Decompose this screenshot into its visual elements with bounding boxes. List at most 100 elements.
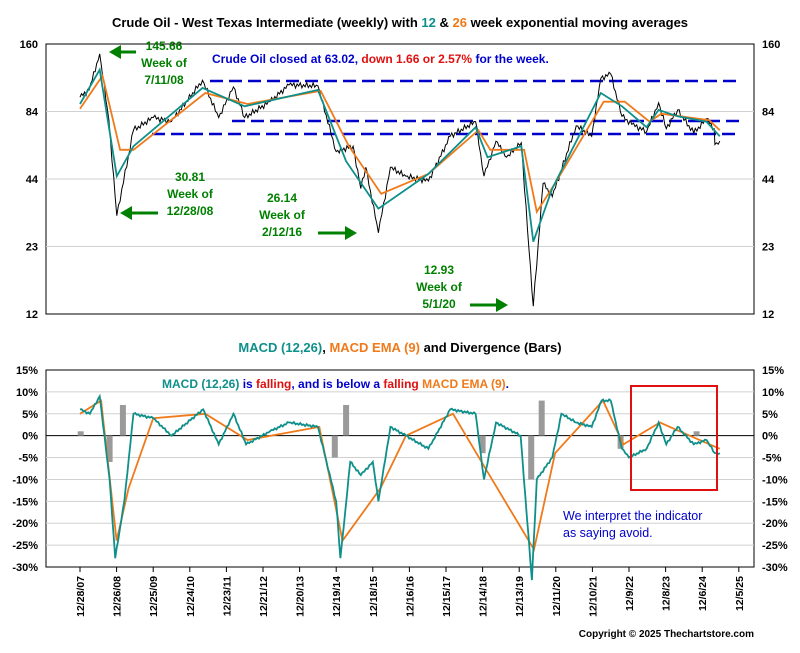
y-tick-label: 23 (762, 242, 774, 254)
annotation-line: 30.81 (175, 170, 205, 184)
x-tick-label: 12/21/12 (258, 576, 270, 617)
annotation-low-2020: 12.93 Week of 5/1/20 (416, 263, 463, 311)
x-tick-label: 12/9/22 (624, 576, 636, 611)
bottom-chart-title: MACD (12,26), MACD EMA (9) and Divergenc… (238, 340, 561, 355)
y-tick-label: -30% (12, 562, 38, 574)
divergence-bar (528, 435, 535, 480)
x-tick-label: 12/11/20 (551, 576, 563, 616)
y-tick-label: 15% (762, 365, 784, 377)
x-tick-label: 12/24/10 (185, 576, 197, 617)
series-macd-line (79, 393, 721, 581)
divergence-bar (538, 400, 545, 436)
x-tick-label: 12/6/24 (697, 576, 709, 611)
y-tick-label: -25% (12, 540, 38, 552)
bottom-series (77, 393, 721, 581)
annotation-line: 26.14 (267, 191, 297, 205)
y-tick-label: -5% (18, 453, 38, 465)
divergence-bar (77, 431, 84, 436)
x-tick-label: 12/19/14 (331, 576, 343, 617)
arrow-right-icon (318, 226, 357, 240)
x-tick-label: 12/20/13 (295, 576, 307, 617)
divergence-bar (693, 431, 700, 436)
x-axis: 12/28/07 12/26/08 12/25/09 12/24/10 12/23/11… (75, 567, 746, 617)
y-tick-label: 0% (762, 431, 778, 443)
top-y-axis-right: 160 84 44 23 12 (762, 39, 780, 321)
annotation-line: Week of (141, 56, 188, 70)
bottom-plot-frame (45, 369, 755, 568)
x-tick-label: 12/15/17 (441, 576, 453, 617)
x-tick-label: 12/8/23 (661, 576, 673, 611)
x-tick-label: 12/28/07 (75, 576, 87, 617)
top-dashed-levels (152, 79, 740, 136)
annotation-arrows (109, 45, 508, 312)
y-tick-label: 5% (22, 409, 38, 421)
bottom-gridlines (46, 391, 754, 546)
interpretation-line-1: We interpret the indicator (563, 509, 702, 523)
y-tick-label: 5% (762, 409, 778, 421)
y-tick-label: -20% (12, 518, 38, 530)
annotation-line: 5/1/20 (422, 297, 456, 311)
annotation-low-2016: 26.14 Week of 2/12/16 (259, 191, 306, 239)
x-tick-label: 12/25/09 (148, 576, 160, 617)
y-tick-label: -10% (12, 474, 38, 486)
bottom-note: MACD (12,26) is falling, and is below a … (162, 377, 509, 391)
y-tick-label: -5% (762, 453, 782, 465)
top-y-axis-left: 160 84 44 23 12 (20, 39, 39, 321)
top-chart-title: Crude Oil - West Texas Intermediate (wee… (112, 15, 688, 30)
annotation-line: 12/28/08 (167, 204, 214, 218)
arrow-left-icon (120, 206, 158, 220)
y-tick-label: 12 (762, 309, 774, 321)
y-tick-label: 84 (26, 107, 39, 119)
y-tick-label: 10% (762, 387, 784, 399)
y-tick-label: 44 (26, 174, 39, 186)
divergence-bar (331, 435, 338, 458)
x-tick-label: 12/13/19 (514, 576, 526, 617)
y-tick-label: -15% (12, 496, 38, 508)
y-tick-label: 12 (26, 309, 38, 321)
y-tick-label: -25% (762, 540, 788, 552)
arrow-right-icon (470, 298, 508, 312)
y-tick-label: -30% (762, 562, 788, 574)
y-tick-label: -10% (762, 474, 788, 486)
series-ema12-line (79, 67, 721, 243)
y-tick-label: 160 (20, 39, 38, 51)
x-tick-label: 12/5/25 (734, 576, 746, 611)
y-tick-label: 160 (762, 39, 780, 51)
series-ema26-line (79, 73, 721, 215)
divergence-bar (479, 435, 486, 454)
x-tick-label: 12/16/16 (404, 576, 416, 617)
x-tick-label: 12/14/18 (478, 576, 490, 617)
y-tick-label: 44 (762, 174, 775, 186)
arrow-left-icon (109, 45, 136, 59)
annotation-line: 145.66 (146, 39, 183, 53)
top-note: Crude Oil closed at 63.02, down 1.66 or … (212, 52, 549, 66)
x-tick-label: 12/26/08 (112, 576, 124, 617)
annotation-line: Week of (259, 208, 306, 222)
annotation-low-2008: 30.81 Week of 12/28/08 (167, 170, 214, 218)
y-tick-label: -20% (762, 518, 788, 530)
divergence-bar (119, 405, 126, 436)
y-tick-label: 84 (762, 107, 775, 119)
copyright: Copyright © 2025 Thechartstore.com (579, 629, 754, 640)
annotation-line: 2/12/16 (262, 225, 302, 239)
x-tick-label: 12/18/15 (368, 576, 380, 617)
bottom-y-axis-right: 15% 10% 5% 0% -5% -10% -15% -20% -25% -30% (762, 365, 788, 574)
x-tick-label: 12/23/11 (221, 576, 233, 616)
highlight-box (630, 385, 718, 491)
annotation-line: Week of (167, 187, 214, 201)
divergence-bar (343, 405, 350, 436)
y-tick-label: 0% (22, 431, 38, 443)
y-tick-label: 10% (16, 387, 38, 399)
annotation-line: 7/11/08 (144, 73, 184, 87)
divergence-bar (106, 435, 113, 462)
x-tick-label: 12/10/21 (587, 576, 599, 617)
y-tick-label: 23 (26, 242, 38, 254)
top-series (79, 53, 721, 307)
annotation-line: 12.93 (424, 263, 454, 277)
y-tick-label: -15% (762, 496, 788, 508)
annotation-line: Week of (416, 280, 463, 294)
y-tick-label: 15% (16, 365, 38, 377)
interpretation-line-2: as saying avoid. (563, 526, 653, 540)
bottom-y-axis-left: 15% 10% 5% 0% -5% -10% -15% -20% -25% -30% (12, 365, 38, 574)
